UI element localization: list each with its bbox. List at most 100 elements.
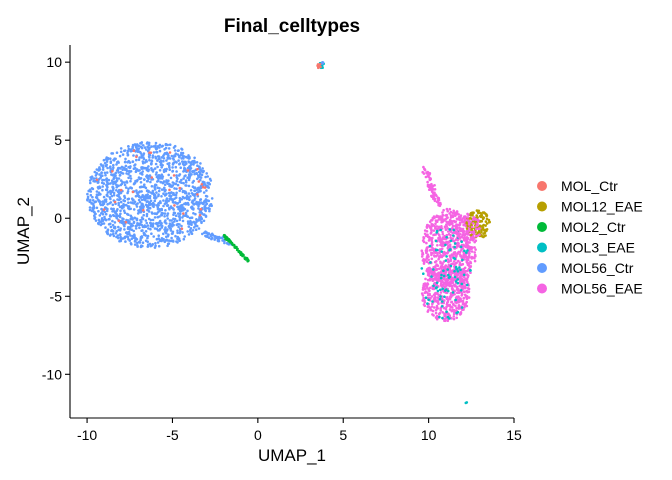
data-point	[195, 224, 199, 228]
data-point	[446, 319, 450, 323]
data-point	[179, 229, 182, 233]
x-tick-label: -5	[166, 427, 179, 443]
data-point	[187, 192, 191, 195]
data-point	[169, 185, 172, 188]
data-point	[430, 228, 433, 231]
data-point	[459, 280, 462, 283]
data-point	[440, 262, 444, 265]
data-point	[115, 216, 119, 220]
data-point	[123, 149, 127, 152]
data-point	[158, 149, 162, 153]
data-point	[165, 197, 169, 200]
data-point	[225, 236, 229, 240]
data-point	[158, 143, 162, 147]
data-point	[455, 306, 458, 310]
data-point	[162, 188, 166, 191]
data-point	[454, 238, 458, 241]
data-point	[132, 167, 136, 170]
data-point	[187, 160, 190, 163]
data-point	[104, 212, 108, 216]
data-point	[485, 217, 489, 221]
data-point	[424, 249, 428, 252]
data-point	[195, 161, 199, 164]
data-point	[466, 273, 469, 277]
data-point	[180, 227, 184, 230]
data-point	[438, 255, 442, 259]
data-point	[106, 166, 109, 170]
data-point	[164, 219, 167, 222]
data-point	[460, 291, 463, 294]
data-point	[430, 308, 433, 312]
data-point	[127, 173, 130, 176]
data-point	[181, 203, 184, 207]
data-point	[454, 254, 458, 258]
data-point	[443, 234, 446, 238]
data-point	[169, 239, 172, 243]
data-point	[438, 235, 442, 239]
data-point	[426, 180, 429, 184]
data-point	[197, 218, 201, 221]
data-point	[141, 206, 145, 210]
data-point	[125, 231, 129, 234]
data-point	[421, 252, 425, 256]
data-point	[110, 190, 114, 194]
data-point	[136, 202, 139, 205]
data-point	[125, 218, 128, 222]
data-point	[433, 184, 436, 187]
data-point	[101, 202, 105, 206]
data-point	[158, 157, 161, 161]
data-point	[127, 230, 131, 234]
data-point	[436, 244, 439, 247]
data-point	[190, 192, 194, 195]
data-point	[457, 233, 461, 236]
data-point	[213, 238, 216, 241]
data-point	[471, 214, 474, 217]
data-point	[156, 159, 159, 162]
data-point	[137, 158, 141, 162]
data-point	[165, 229, 169, 232]
data-point	[98, 167, 101, 171]
data-point	[110, 228, 114, 232]
data-point	[141, 204, 145, 208]
data-point	[100, 218, 104, 221]
data-point	[138, 200, 142, 204]
data-point	[465, 297, 469, 301]
data-point	[149, 199, 153, 203]
data-point	[186, 230, 189, 233]
data-point	[430, 295, 434, 298]
data-point	[454, 226, 458, 229]
data-point	[434, 222, 437, 225]
data-point	[425, 172, 429, 175]
data-point	[177, 205, 180, 209]
data-point	[186, 169, 190, 172]
data-point	[484, 224, 487, 227]
data-point	[239, 251, 243, 254]
data-point	[117, 236, 120, 240]
data-point	[105, 193, 109, 197]
data-point	[166, 181, 169, 185]
data-point	[455, 261, 458, 265]
data-point	[157, 204, 160, 207]
data-point	[144, 159, 148, 163]
data-point	[138, 226, 141, 230]
data-point	[172, 161, 176, 164]
legend-label: MOL3_EAE	[561, 240, 635, 256]
data-point	[444, 228, 448, 231]
data-point	[241, 252, 244, 256]
data-point	[184, 181, 188, 184]
data-point	[127, 205, 131, 208]
data-point	[204, 215, 208, 218]
data-point	[455, 316, 459, 320]
data-point	[471, 222, 475, 225]
data-point	[440, 264, 443, 268]
data-point	[443, 312, 447, 316]
data-point	[109, 215, 113, 218]
data-point	[449, 282, 453, 285]
data-point	[137, 198, 141, 202]
data-point	[154, 155, 157, 159]
data-point	[211, 233, 214, 237]
data-point	[178, 189, 181, 193]
data-point	[166, 217, 169, 220]
data-point	[200, 169, 203, 173]
data-point	[445, 213, 449, 217]
